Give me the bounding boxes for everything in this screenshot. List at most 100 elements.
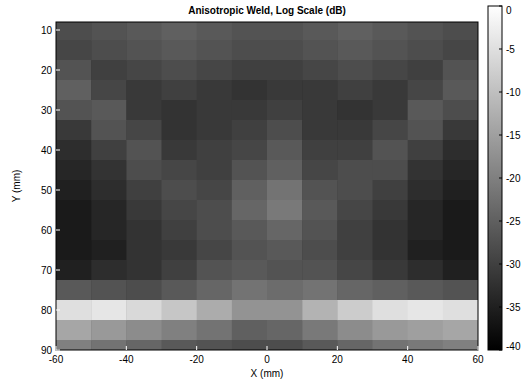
cell bbox=[408, 22, 444, 41]
cell bbox=[232, 340, 268, 350]
cell bbox=[443, 120, 478, 141]
x-tick-label: 60 bbox=[472, 354, 484, 365]
y-tick bbox=[56, 270, 60, 271]
colorbar-tick-label: -10 bbox=[506, 87, 521, 98]
cell bbox=[373, 180, 409, 201]
cell bbox=[126, 220, 162, 241]
cell bbox=[267, 320, 303, 341]
title: Anisotropic Weld, Log Scale (dB) bbox=[188, 5, 346, 16]
y-tick bbox=[56, 350, 60, 351]
colorbar-tick-label: -25 bbox=[506, 216, 521, 227]
y-tick-label: 80 bbox=[41, 305, 53, 316]
cell bbox=[408, 100, 444, 121]
cell bbox=[408, 340, 444, 350]
y-tick-label: 90 bbox=[41, 345, 53, 356]
cell bbox=[197, 200, 233, 221]
colorbar-tick-label: -5 bbox=[506, 44, 515, 55]
cell bbox=[126, 200, 162, 221]
cell bbox=[56, 300, 92, 321]
colorbar-tick bbox=[499, 350, 502, 351]
colorbar bbox=[488, 6, 502, 350]
cell bbox=[197, 300, 233, 321]
colorbar-tick-label: 0 bbox=[506, 5, 512, 16]
y-axis-title: Y (mm) bbox=[11, 170, 22, 203]
cell bbox=[373, 40, 409, 61]
cell bbox=[232, 220, 268, 241]
cell bbox=[408, 140, 444, 161]
cell bbox=[91, 260, 127, 281]
cell bbox=[126, 160, 162, 181]
colorbar-tick bbox=[499, 6, 502, 7]
cell bbox=[56, 40, 92, 61]
y-tick bbox=[56, 230, 60, 231]
cell bbox=[267, 120, 303, 141]
cell bbox=[232, 100, 268, 121]
colorbar-tick-label: -40 bbox=[506, 341, 521, 352]
cell bbox=[337, 80, 373, 101]
cell bbox=[197, 80, 233, 101]
cell bbox=[126, 240, 162, 261]
cell bbox=[337, 22, 373, 41]
cell bbox=[162, 340, 198, 350]
cell bbox=[197, 140, 233, 161]
plot-bg bbox=[56, 22, 478, 350]
cells bbox=[56, 22, 478, 350]
cell bbox=[302, 300, 338, 321]
cell bbox=[408, 320, 444, 341]
cell bbox=[126, 40, 162, 61]
cell bbox=[302, 320, 338, 341]
cell bbox=[373, 260, 409, 281]
cell bbox=[408, 260, 444, 281]
cell bbox=[302, 280, 338, 301]
cell bbox=[373, 200, 409, 221]
cell bbox=[197, 340, 233, 350]
cell bbox=[162, 240, 198, 261]
cell bbox=[302, 160, 338, 181]
cell bbox=[337, 120, 373, 141]
cell bbox=[408, 120, 444, 141]
cell bbox=[56, 220, 92, 241]
cell bbox=[267, 40, 303, 61]
cell bbox=[267, 60, 303, 81]
cell bbox=[373, 120, 409, 141]
cell bbox=[232, 240, 268, 261]
y-tick bbox=[56, 110, 60, 111]
cell bbox=[162, 60, 198, 81]
y-tick bbox=[56, 150, 60, 151]
cell bbox=[373, 340, 409, 350]
y-tick-label: 60 bbox=[41, 225, 53, 236]
cell bbox=[337, 220, 373, 241]
cell bbox=[162, 120, 198, 141]
cell bbox=[302, 200, 338, 221]
colorbar-tick-label: -30 bbox=[506, 259, 521, 270]
cell bbox=[91, 40, 127, 61]
cell bbox=[126, 120, 162, 141]
cell bbox=[443, 220, 478, 241]
cell bbox=[232, 60, 268, 81]
colorbar-tick bbox=[499, 135, 502, 136]
cell bbox=[302, 140, 338, 161]
cell bbox=[162, 220, 198, 241]
cell bbox=[302, 220, 338, 241]
cell bbox=[337, 140, 373, 161]
y-tick bbox=[56, 30, 60, 31]
cell bbox=[232, 320, 268, 341]
cell bbox=[408, 180, 444, 201]
frame bbox=[56, 22, 478, 350]
cell bbox=[162, 260, 198, 281]
cell bbox=[373, 300, 409, 321]
y-tick-label: 30 bbox=[41, 105, 53, 116]
cell bbox=[232, 40, 268, 61]
cell bbox=[267, 80, 303, 101]
cell bbox=[232, 140, 268, 161]
x-tick bbox=[337, 346, 338, 350]
cell bbox=[337, 100, 373, 121]
cell bbox=[56, 320, 92, 341]
cell bbox=[126, 180, 162, 201]
cell bbox=[337, 260, 373, 281]
cell bbox=[197, 120, 233, 141]
cell bbox=[197, 22, 233, 41]
cell bbox=[443, 280, 478, 301]
cell bbox=[197, 220, 233, 241]
x-tick bbox=[56, 346, 57, 350]
